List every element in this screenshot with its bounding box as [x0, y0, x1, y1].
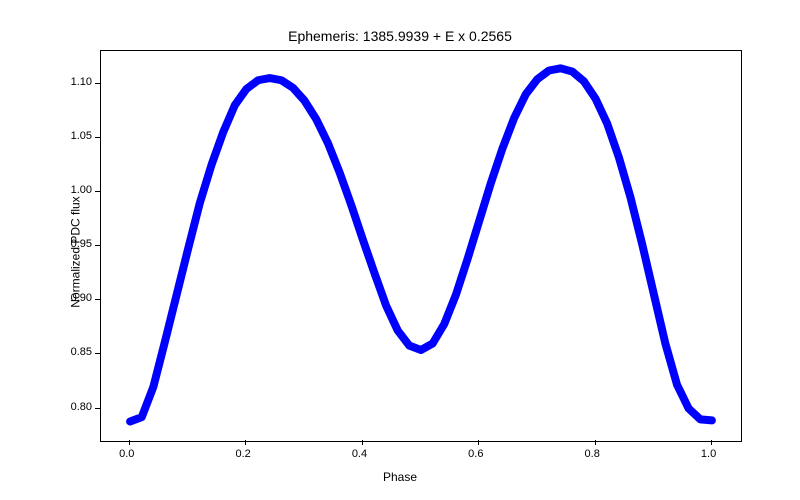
chart-title: Ephemeris: 1385.9939 + E x 0.2565 — [0, 28, 800, 44]
y-tick-label: 0.95 — [71, 238, 92, 250]
x-tick-label: 0.6 — [468, 448, 483, 460]
y-tick — [95, 137, 100, 138]
y-tick — [95, 408, 100, 409]
x-axis-label: Phase — [0, 470, 800, 484]
y-tick-label: 0.80 — [71, 401, 92, 413]
x-tick — [595, 440, 596, 445]
x-tick-label: 1.0 — [701, 448, 716, 460]
y-tick-label: 1.10 — [71, 76, 92, 88]
x-tick — [245, 440, 246, 445]
light-curve — [130, 68, 712, 421]
x-tick — [478, 440, 479, 445]
figure: Ephemeris: 1385.9939 + E x 0.2565 Normal… — [0, 0, 800, 500]
x-tick — [362, 440, 363, 445]
y-tick — [95, 191, 100, 192]
y-tick-label: 1.00 — [71, 184, 92, 196]
x-tick-label: 0.4 — [352, 448, 367, 460]
y-tick — [95, 353, 100, 354]
data-curve — [101, 51, 741, 441]
y-tick-label: 1.05 — [71, 130, 92, 142]
y-tick-label: 0.90 — [71, 292, 92, 304]
x-tick-label: 0.0 — [119, 448, 134, 460]
y-tick — [95, 299, 100, 300]
y-tick — [95, 245, 100, 246]
x-tick-label: 0.8 — [585, 448, 600, 460]
x-tick-label: 0.2 — [235, 448, 250, 460]
y-tick — [95, 83, 100, 84]
plot-area — [100, 50, 742, 442]
x-tick — [129, 440, 130, 445]
y-axis-label: Normalized PDC flux — [69, 196, 83, 307]
y-tick-label: 0.85 — [71, 346, 92, 358]
x-tick — [711, 440, 712, 445]
